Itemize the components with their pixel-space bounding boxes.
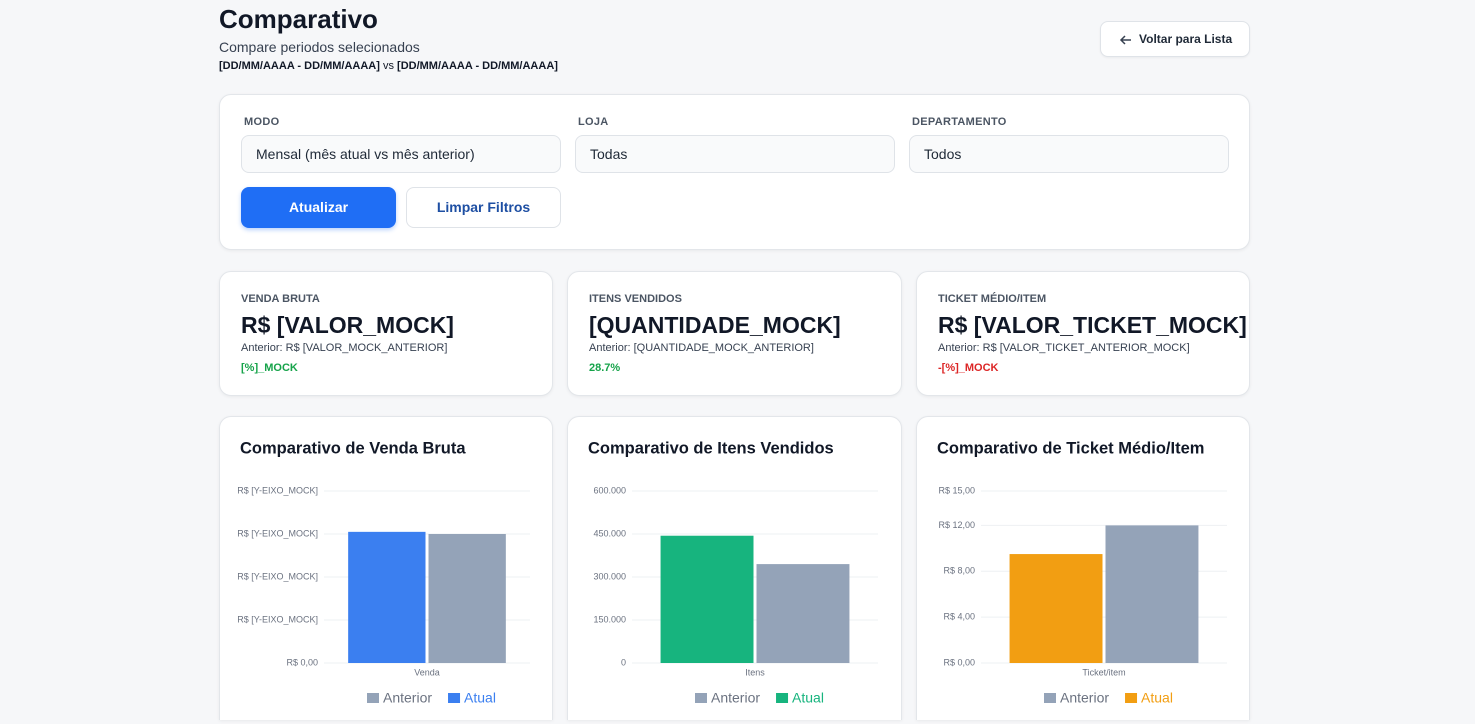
bar <box>756 564 850 663</box>
y-tick-label: R$ 4,00 <box>943 612 975 622</box>
legend-swatch <box>776 693 789 703</box>
filters-card: MODO Mensal (mês atual vs mês anterior) … <box>219 94 1250 250</box>
bar <box>348 531 426 663</box>
kpi-label: TICKET MÉDIO/ITEM <box>938 293 1047 305</box>
kpi-value: [QUANTIDADE_MOCK] <box>589 312 841 338</box>
x-tick-label: Venda <box>414 667 440 677</box>
kpi-card: ITENS VENDIDOS [QUANTIDADE_MOCK] Anterior:… <box>567 271 902 396</box>
legend-label: Atual <box>464 690 496 706</box>
bar <box>1009 554 1103 663</box>
kpi-value: R$ [VALOR_MOCK] <box>241 312 454 338</box>
legend-swatch <box>695 693 707 703</box>
y-tick-label: R$ 15,00 <box>938 485 975 495</box>
page-title: Comparativo <box>219 4 378 34</box>
page-subtitle: Compare periodos selecionados <box>219 39 420 55</box>
bar <box>1105 525 1199 663</box>
y-tick-label: 300.000 <box>593 571 626 581</box>
chart-card: Comparativo de Venda Bruta R$ 0,00 R$ [Y-E… <box>219 416 553 720</box>
legend-swatch <box>367 693 379 703</box>
kpi-value: R$ [VALOR_TICKET_MOCK] <box>938 312 1247 338</box>
y-tick-label: 450.000 <box>593 528 626 538</box>
y-tick-label: R$ [Y-EIXO_MOCK] <box>237 571 318 581</box>
kpi-card: TICKET MÉDIO/ITEM R$ [VALOR_TICKET_MOCK] A… <box>916 271 1250 396</box>
kpi-change: -[%]_MOCK <box>938 362 999 374</box>
chart-title: Comparativo de Venda Bruta <box>240 439 466 457</box>
legend-label: Anterior <box>1060 690 1109 706</box>
filter-label: MODO <box>244 116 280 128</box>
clear-button[interactable]: Limpar Filtros <box>406 187 561 228</box>
kpi-previous: Anterior: R$ [VALOR_MOCK_ANTERIOR] <box>241 342 448 354</box>
period-current: [DD/MM/AAAA - DD/MM/AAAA] <box>219 60 380 72</box>
chart-card: Comparativo de Ticket Médio/Item R$ 0,00 R… <box>916 416 1250 720</box>
y-tick-label: R$ 0,00 <box>943 657 975 667</box>
chart: Comparativo de Itens Vendidos 0 150.000 300… <box>588 439 878 706</box>
y-tick-label: 150.000 <box>593 614 626 624</box>
filter-select[interactable]: Mensal (mês atual vs mês anterior) <box>241 135 561 173</box>
legend-swatch <box>448 693 461 703</box>
y-tick-label: R$ [Y-EIXO_MOCK] <box>237 528 318 538</box>
apply-button[interactable]: Atualizar <box>241 187 396 228</box>
filter-label: DEPARTAMENTO <box>912 116 1007 128</box>
back-button-label: Voltar para Lista <box>1139 32 1233 46</box>
chart-title: Comparativo de Ticket Médio/Item <box>937 439 1204 457</box>
chart: Comparativo de Ticket Médio/Item R$ 0,00 R… <box>937 439 1227 706</box>
filter-label: LOJA <box>578 116 609 128</box>
kpi-label: VENDA BRUTA <box>241 293 320 305</box>
y-tick-label: R$ 12,00 <box>938 520 975 530</box>
x-tick-label: Itens <box>745 667 765 677</box>
bar <box>660 535 754 663</box>
legend-label: Anterior <box>711 690 760 706</box>
period-separator: vs <box>382 60 394 72</box>
legend-swatch <box>1044 693 1056 703</box>
back-button[interactable]: Voltar para Lista <box>1100 21 1250 57</box>
kpi-change: 28.7% <box>589 362 621 374</box>
y-tick-label: R$ [Y-EIXO_MOCK] <box>237 485 318 495</box>
y-tick-label: 600.000 <box>593 485 626 495</box>
legend-label: Atual <box>1141 690 1173 706</box>
legend-label: Anterior <box>383 690 432 706</box>
y-tick-label: R$ 0,00 <box>286 657 318 667</box>
kpi-change: [%]_MOCK <box>241 362 298 374</box>
filter-select[interactable]: Todos <box>909 135 1229 173</box>
legend-label: Atual <box>792 690 824 706</box>
back-arrow-icon <box>1119 35 1131 45</box>
kpi-previous: Anterior: [QUANTIDADE_MOCK_ANTERIOR] <box>589 342 814 354</box>
y-tick-label: R$ 8,00 <box>943 566 975 576</box>
kpi-label: ITENS VENDIDOS <box>589 293 682 305</box>
chart-card: Comparativo de Itens Vendidos 0 150.000 300… <box>567 416 902 720</box>
x-tick-label: Ticket/item <box>1082 667 1125 677</box>
kpi-previous: Anterior: R$ [VALOR_TICKET_ANTERIOR_MOCK… <box>938 342 1190 354</box>
period-line: [DD/MM/AAAA - DD/MM/AAAA] vs [DD/MM/AAAA… <box>219 60 558 72</box>
filter-select[interactable]: Todas <box>575 135 895 173</box>
kpi-card: VENDA BRUTA R$ [VALOR_MOCK] Anterior: R$ [… <box>219 271 553 396</box>
bar <box>428 534 506 663</box>
chart: Comparativo de Venda Bruta R$ 0,00 R$ [Y-E… <box>237 439 530 706</box>
chart-title: Comparativo de Itens Vendidos <box>588 439 834 457</box>
period-previous: [DD/MM/AAAA - DD/MM/AAAA] <box>397 60 558 72</box>
legend-swatch <box>1125 693 1138 703</box>
y-tick-label: R$ [Y-EIXO_MOCK] <box>237 614 318 624</box>
y-tick-label: 0 <box>621 657 626 667</box>
